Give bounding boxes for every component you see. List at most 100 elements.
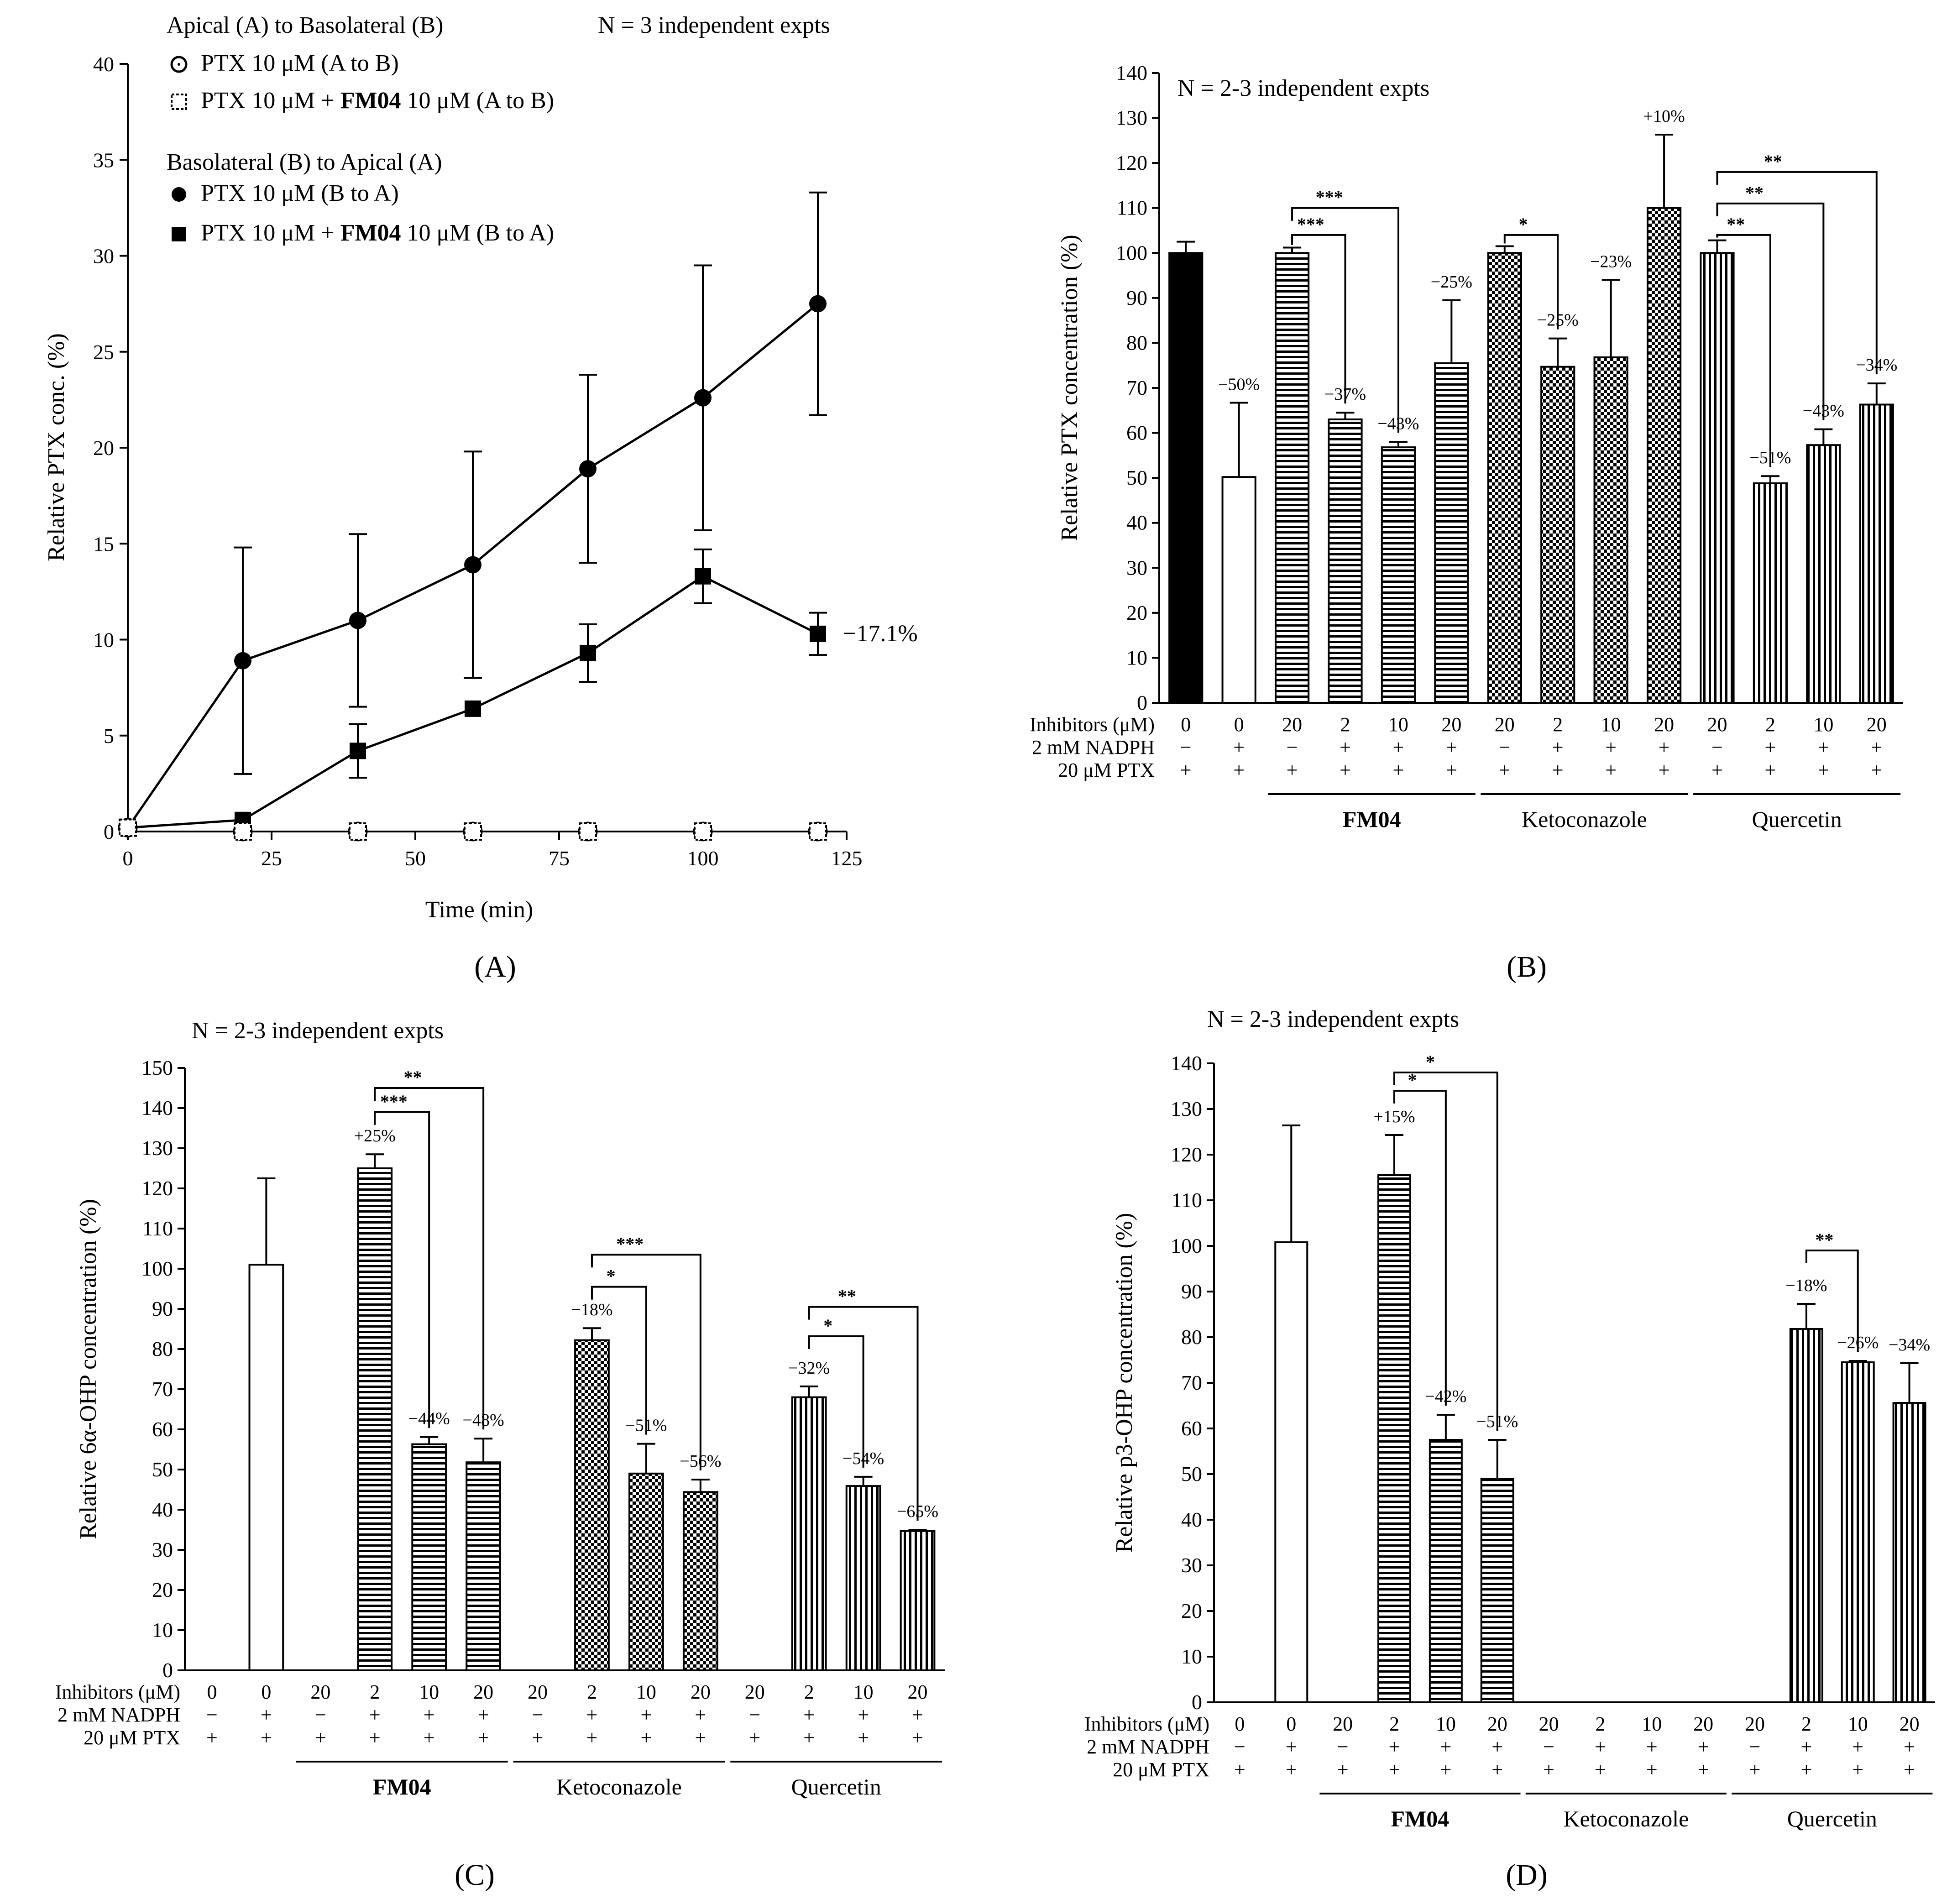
y-tick-label: 50 <box>1126 466 1147 489</box>
marker-open-square <box>809 822 827 841</box>
inhibitor-value: 10 <box>1642 1713 1662 1735</box>
y-tick-label: 80 <box>152 1337 173 1360</box>
annotation-label: −17.1% <box>843 621 918 647</box>
error-bar <box>908 1529 927 1531</box>
y-tick-label: 25 <box>93 340 114 364</box>
ptx-value: + <box>1287 759 1298 781</box>
series-filled-circle <box>119 191 827 837</box>
significance-stars: *** <box>1297 214 1324 235</box>
bar-value-label: +25% <box>354 1126 396 1146</box>
row-label: 20 μM PTX <box>1113 1758 1209 1781</box>
bar-value-label: +15% <box>1373 1107 1415 1126</box>
y-tick-label: 140 <box>1116 61 1147 84</box>
y-tick-label: 0 <box>104 820 114 843</box>
nadph-value: + <box>1871 736 1882 758</box>
y-tick-label: 20 <box>152 1578 173 1601</box>
marker-filled-circle <box>234 652 251 670</box>
group-label: Ketoconazole <box>1522 806 1647 832</box>
marker-open-square <box>119 818 137 837</box>
ptx-value: + <box>1871 759 1882 781</box>
nadph-value: + <box>1552 736 1564 758</box>
ptx-value: + <box>749 1726 760 1749</box>
error-bar <box>1436 1414 1455 1440</box>
y-tick-label: 100 <box>1171 1234 1202 1257</box>
ptx-value: + <box>1180 759 1192 781</box>
error-bar <box>474 1438 493 1463</box>
legend-item-label: PTX 10 μM + FM04 10 μM (A to B) <box>201 88 554 114</box>
x-tick-label: 100 <box>687 847 719 870</box>
panel-label: (A) <box>474 950 516 983</box>
nadph-value: − <box>1337 1736 1349 1758</box>
marker-filled-circle <box>172 187 186 202</box>
inhibitor-value: 10 <box>1848 1713 1868 1735</box>
panel-label: (D) <box>1506 1858 1548 1892</box>
nadph-value: − <box>1749 1736 1761 1758</box>
y-axis-label: Relative p3-OHP concentration (%) <box>1111 1213 1137 1553</box>
y-tick-label: 70 <box>152 1377 173 1401</box>
nadph-value: − <box>1543 1736 1554 1758</box>
error-bar <box>1389 441 1408 448</box>
bar <box>357 1167 393 1671</box>
y-tick-label: 110 <box>1117 196 1147 220</box>
significance-stars: ** <box>1815 1229 1833 1250</box>
bar <box>1168 252 1204 704</box>
error-bar <box>1488 1439 1507 1479</box>
inhibitor-value: 20 <box>1900 1713 1920 1735</box>
ptx-value: + <box>803 1726 815 1749</box>
ptx-value: + <box>858 1726 869 1749</box>
error-bar <box>1708 239 1727 253</box>
ptx-value: + <box>1286 1758 1297 1781</box>
error-bar <box>582 1327 601 1340</box>
significance-stars: ** <box>1727 214 1745 235</box>
ptx-value: + <box>1543 1758 1554 1781</box>
bar <box>1700 252 1735 704</box>
y-tick-label: 130 <box>1116 106 1147 130</box>
n-note: N = 2-3 independent expts <box>192 1018 444 1044</box>
inhibitor-value: 0 <box>1181 713 1191 736</box>
marker-filled-circle <box>809 295 827 313</box>
ptx-value: + <box>1749 1758 1761 1781</box>
bar <box>1789 1328 1823 1703</box>
bar <box>1480 1478 1514 1703</box>
ptx-value: + <box>369 1726 381 1749</box>
nadph-value: − <box>206 1704 218 1726</box>
bar-value-label: −34% <box>1889 1335 1930 1355</box>
bar <box>791 1396 827 1672</box>
marker-open-square <box>694 822 712 841</box>
bar <box>1434 362 1469 704</box>
significance-bracket <box>1716 202 1825 420</box>
ptx-value: + <box>1852 1758 1863 1781</box>
inhibitor-value: 10 <box>636 1681 656 1703</box>
bar <box>1221 476 1256 704</box>
marker-filled-circle <box>464 556 481 574</box>
inhibitor-value: 2 <box>1340 713 1350 736</box>
inhibitor-value: 0 <box>1286 1713 1296 1735</box>
inhibitor-value: 20 <box>310 1681 330 1703</box>
significance-bracket <box>1716 171 1878 375</box>
error-bar <box>1283 246 1302 253</box>
y-tick-label: 140 <box>141 1096 173 1119</box>
y-tick-label: 40 <box>152 1498 173 1521</box>
y-axis-label: Relative PTX conc. (%) <box>43 333 69 561</box>
y-tick-label: 10 <box>152 1618 173 1642</box>
bar <box>1841 1361 1875 1703</box>
y-tick-label: 35 <box>93 148 114 172</box>
ptx-value: + <box>1800 1758 1812 1781</box>
ptx-value: + <box>1698 1758 1709 1781</box>
y-tick-label: 60 <box>152 1418 173 1441</box>
significance-bracket <box>1805 1250 1859 1352</box>
bar <box>900 1530 936 1671</box>
panel-c-bar-chart: 0102030405060708090100110120130140150+25… <box>55 1018 945 1892</box>
series-filled-square <box>120 548 827 836</box>
ptx-value: + <box>1904 1758 1915 1781</box>
y-tick-label: 130 <box>141 1136 173 1160</box>
y-tick-label: 20 <box>1181 1599 1202 1622</box>
bar-value-label: −18% <box>1785 1276 1827 1295</box>
error-bar <box>1848 1360 1867 1362</box>
significance-bracket <box>374 1087 485 1430</box>
inhibitor-value: 0 <box>1235 1713 1245 1735</box>
panel-b-bar-chart: 0102030405060708090100110120130140−50%−3… <box>1030 61 1903 983</box>
bar <box>574 1339 610 1671</box>
legend-item-label: PTX 10 μM + FM04 10 μM (B to A) <box>201 220 554 246</box>
